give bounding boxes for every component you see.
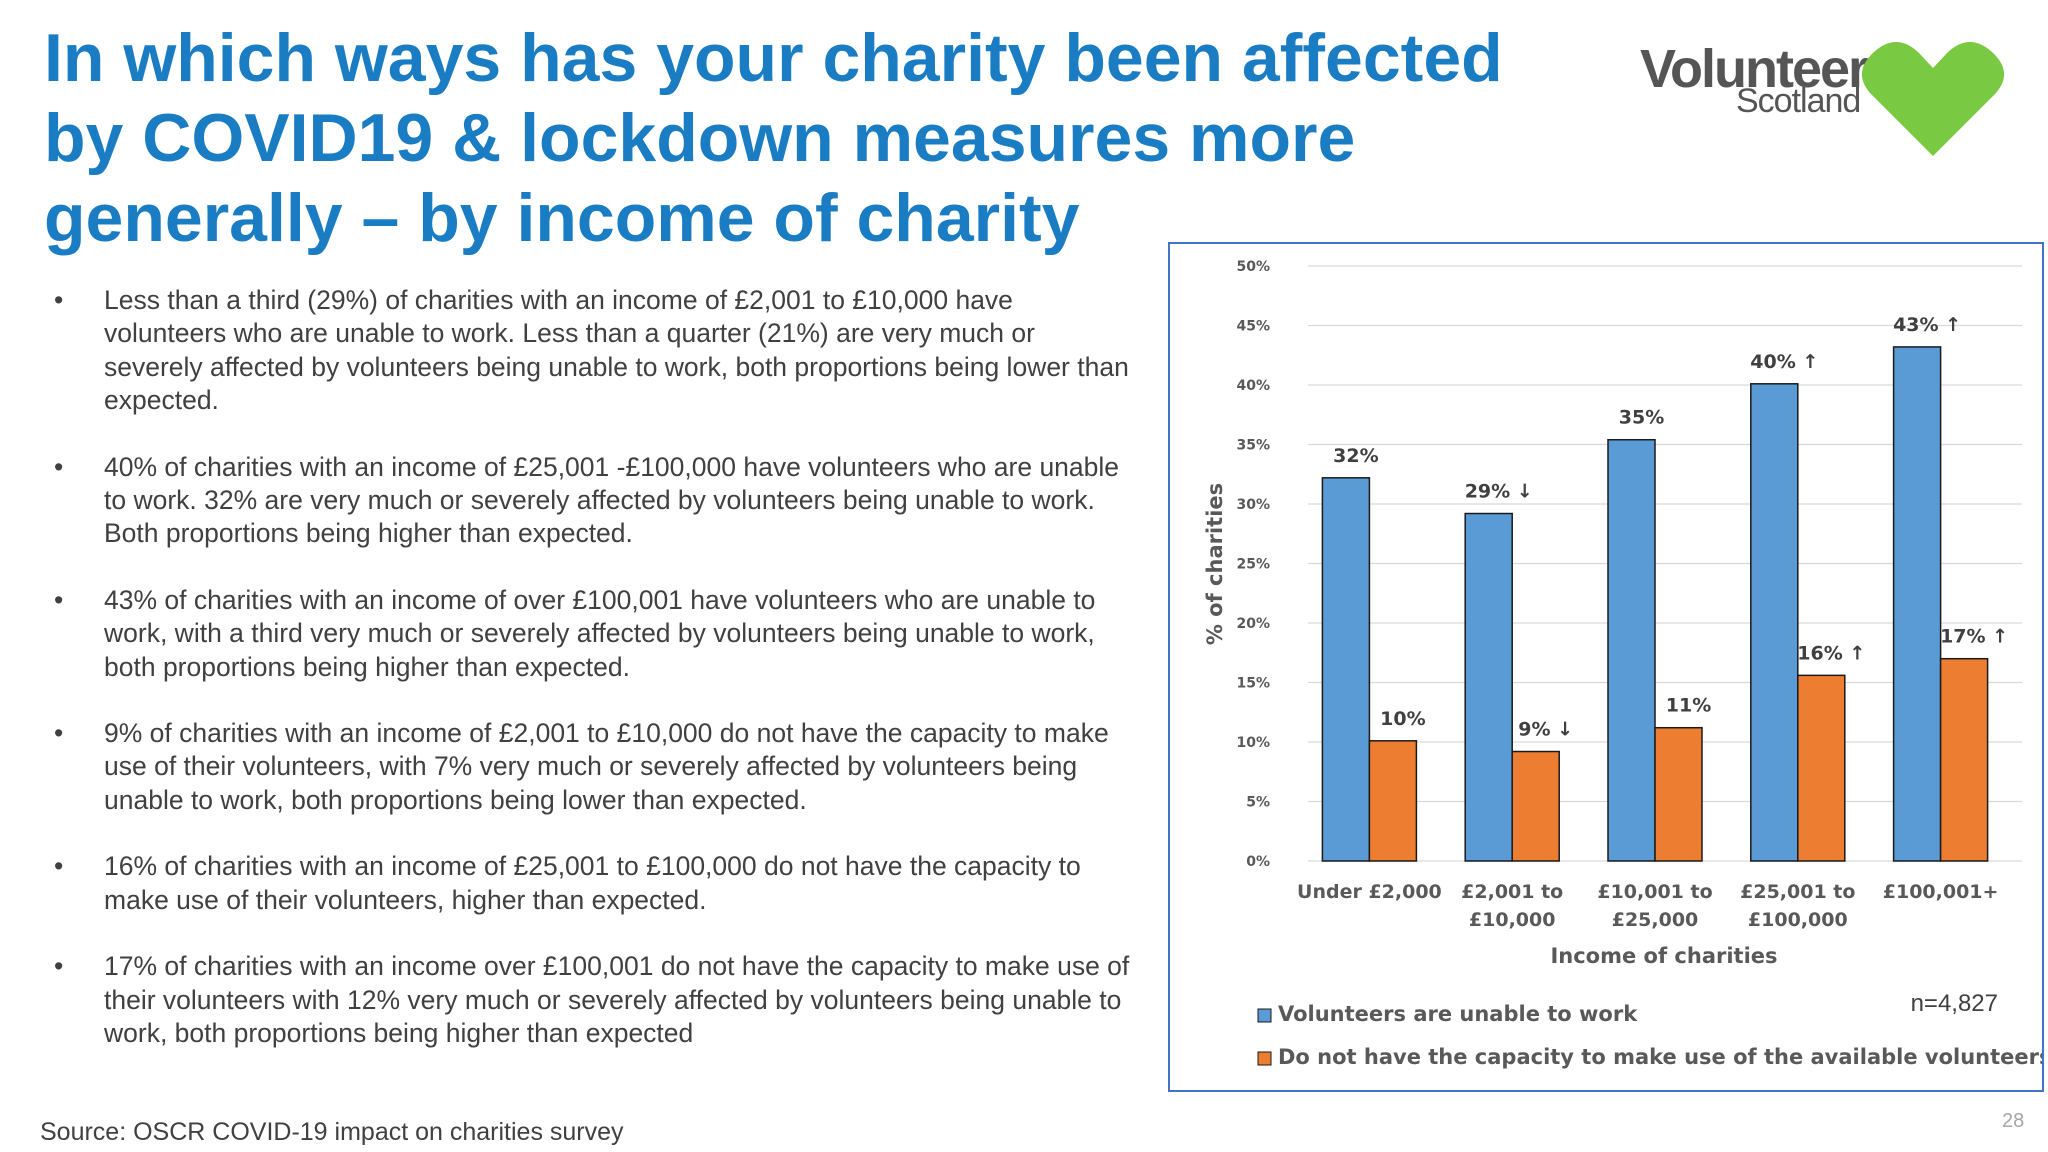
bar-unable-to-work xyxy=(1321,477,1371,862)
y-tick-label: 45% xyxy=(1236,319,1270,335)
x-tick-label: £2,001 to xyxy=(1461,881,1563,903)
data-label: 40% ↑ xyxy=(1750,351,1818,373)
legend-swatch xyxy=(1257,1008,1272,1023)
x-axis-title: Income of charities xyxy=(1550,944,1777,968)
y-axis-title: % of charities xyxy=(1203,483,1227,645)
bar-unable-to-work xyxy=(1607,438,1656,862)
data-label: 29% ↓ xyxy=(1465,481,1533,503)
x-tick-label: £25,000 xyxy=(1612,909,1699,931)
data-label: 11% xyxy=(1666,695,1711,717)
x-tick-label: £100,000 xyxy=(1748,909,1848,931)
y-tick-label: 35% xyxy=(1236,438,1270,454)
bar-no-capacity xyxy=(1368,740,1418,862)
data-label: 35% xyxy=(1619,407,1664,429)
slide-title: In which ways has your charity been affe… xyxy=(44,20,1503,256)
y-tick-label: 10% xyxy=(1236,735,1270,751)
y-tick-label: 25% xyxy=(1236,557,1270,573)
chart-panel: 0% 5% 10% 15% 20% 25% 30% 35% 40% 45% 50% 32% 29% ↓ 3… xyxy=(1168,242,2044,1092)
page-number: 28 xyxy=(2002,1110,2025,1132)
bullet-item: 17% of charities with an income over £10… xyxy=(50,950,1130,1050)
bullet-item: 43% of charities with an income of over … xyxy=(50,584,1130,684)
x-tick-label: £10,000 xyxy=(1469,909,1556,931)
legend-swatch xyxy=(1257,1051,1272,1066)
bar-unable-to-work xyxy=(1464,512,1513,862)
bar-unable-to-work xyxy=(1750,383,1799,862)
y-tick-label: 0% xyxy=(1246,854,1270,870)
bar-no-capacity xyxy=(1797,674,1846,862)
y-tick-label: 15% xyxy=(1236,676,1270,692)
y-tick-label: 20% xyxy=(1236,616,1270,632)
x-tick-label: £100,001+ xyxy=(1883,881,1999,903)
x-tick-label: Under £2,000 xyxy=(1297,881,1442,903)
logo-text-sub: Scotland xyxy=(1736,82,1861,120)
volunteer-scotland-logo: Volunteer Scotland xyxy=(1640,30,2030,170)
bullet-item: Less than a third (29%) of charities wit… xyxy=(50,284,1130,418)
data-label: 32% xyxy=(1333,445,1378,467)
y-tick-label: 30% xyxy=(1236,497,1270,513)
x-tick-label: £25,001 to xyxy=(1740,881,1855,903)
legend-label: Volunteers are unable to work xyxy=(1278,1002,1638,1026)
bar-unable-to-work xyxy=(1892,346,1942,862)
data-label: 9% ↓ xyxy=(1518,719,1573,741)
y-tick-label: 5% xyxy=(1246,795,1270,811)
heart-icon xyxy=(1861,42,2005,156)
bar-no-capacity xyxy=(1511,750,1560,862)
bullet-item: 9% of charities with an income of £2,001… xyxy=(50,717,1130,817)
bar-chart: 0% 5% 10% 15% 20% 25% 30% 35% 40% 45% 50% 32% 29% ↓ 3… xyxy=(1203,259,2042,1069)
bar-no-capacity xyxy=(1654,726,1703,862)
bullet-item: 40% of charities with an income of £25,0… xyxy=(50,451,1130,551)
bar-no-capacity xyxy=(1939,657,1989,862)
data-label: 10% xyxy=(1380,708,1425,730)
data-label: 43% ↑ xyxy=(1893,314,1961,336)
logo-text-main: Volunteer xyxy=(1640,39,1869,99)
bullet-list: Less than a third (29%) of charities wit… xyxy=(50,284,1130,1083)
data-label: 16% ↑ xyxy=(1797,642,1865,664)
y-tick-label: 50% xyxy=(1236,259,1270,275)
source-note: Source: OSCR COVID-19 impact on charitie… xyxy=(40,1118,624,1146)
sample-size-note: n=4,827 xyxy=(1911,990,1998,1017)
x-tick-label: £10,001 to xyxy=(1597,881,1712,903)
bullet-item: 16% of charities with an income of £25,0… xyxy=(50,850,1130,917)
data-label: 17% ↑ xyxy=(1940,626,2008,648)
legend-label: Do not have the capacity to make use of … xyxy=(1278,1045,2042,1069)
y-tick-label: 40% xyxy=(1236,378,1270,394)
